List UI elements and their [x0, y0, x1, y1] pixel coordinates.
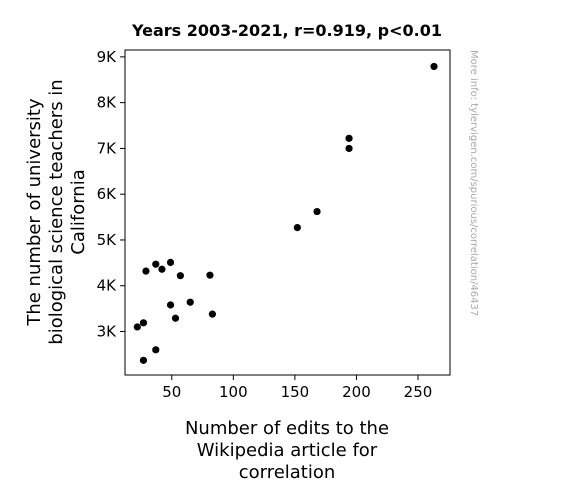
- scatter-point: [430, 62, 438, 71]
- data-points: [133, 62, 438, 364]
- source-note: More info: tylervigen.com/spurious/corre…: [468, 50, 479, 316]
- y-axis-label-line: California: [68, 169, 89, 254]
- scatter-point: [293, 224, 301, 232]
- x-tick-label: 200: [342, 383, 371, 401]
- y-axis-label: The number of universitybiological scien…: [24, 79, 89, 344]
- x-axis-label-line: Wikipedia article for: [197, 440, 378, 461]
- x-axis-ticks: 50 100 150 200 250: [162, 375, 432, 401]
- scatter-point: [133, 323, 141, 331]
- y-tick-label: 8K: [97, 94, 118, 112]
- y-axis-label-line: biological science teachers in: [46, 79, 67, 344]
- scatter-point: [176, 272, 184, 280]
- x-axis-label-line: correlation: [239, 462, 336, 483]
- y-tick-label: 3K: [97, 323, 118, 341]
- x-tick-label: 250: [404, 383, 433, 401]
- scatter-point: [345, 134, 353, 142]
- scatter-point: [152, 260, 160, 268]
- scatter-point: [345, 144, 353, 153]
- y-axis-label-line: The number of university: [24, 98, 45, 327]
- scatter-point: [166, 258, 175, 266]
- scatter-point: [186, 298, 194, 306]
- x-axis-label: Number of edits to the Wikipedia article …: [185, 418, 389, 483]
- chart-title: Years 2003-2021, r=0.919, p<0.01: [131, 21, 442, 40]
- y-tick-label: 9K: [97, 48, 118, 66]
- y-tick-label: 7K: [97, 139, 118, 157]
- y-tick-label: 6K: [97, 185, 118, 203]
- y-axis-ticks: 3K 4K 5K 6K 7K 8K 9K: [97, 48, 125, 341]
- x-axis-label-line: Number of edits to the: [185, 418, 389, 439]
- scatter-point: [166, 301, 175, 309]
- scatter-point: [171, 314, 180, 322]
- scatter-point: [139, 356, 148, 364]
- scatter-point: [208, 310, 217, 318]
- y-tick-label: 4K: [97, 277, 118, 295]
- plot-area: [124, 49, 451, 376]
- scatter-point: [152, 346, 160, 354]
- scatter-point: [142, 267, 150, 275]
- scatter-point: [313, 207, 321, 216]
- scatter-point: [139, 319, 148, 327]
- y-tick-label: 5K: [97, 231, 118, 249]
- x-tick-label: 100: [219, 383, 248, 401]
- scatter-point: [206, 271, 214, 279]
- x-tick-label: 50: [162, 383, 181, 401]
- scatter-point: [158, 265, 166, 273]
- x-tick-label: 150: [281, 383, 310, 401]
